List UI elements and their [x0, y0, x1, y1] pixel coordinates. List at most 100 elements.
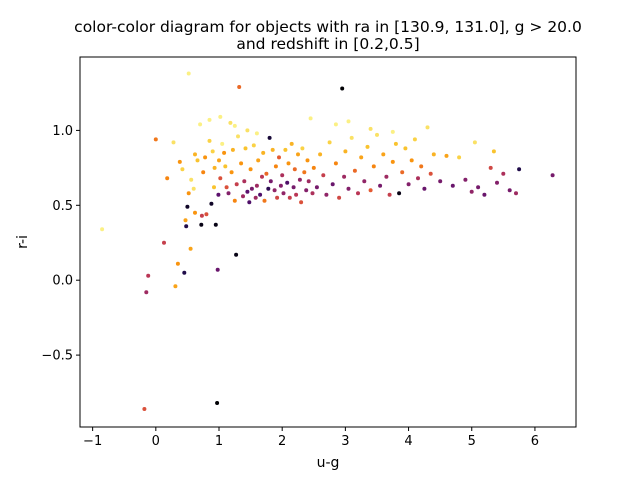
data-point [318, 152, 323, 157]
plot-frame [79, 56, 577, 428]
data-point [438, 179, 443, 184]
data-point [217, 158, 221, 163]
data-point [184, 224, 189, 229]
x-tick-label: 6 [531, 434, 539, 449]
chart-title-line-1: color-color diagram for objects with ra … [74, 18, 582, 36]
data-point [188, 246, 193, 251]
data-point [180, 167, 185, 172]
data-points [100, 71, 555, 411]
data-point [254, 131, 259, 136]
data-point [291, 185, 296, 190]
data-point [216, 192, 221, 197]
data-point [256, 158, 261, 163]
data-point [463, 177, 468, 182]
data-point [327, 140, 332, 145]
data-point [232, 123, 237, 128]
data-point [228, 120, 233, 125]
y-tick-label: −0.5 [41, 349, 73, 364]
data-point [193, 210, 197, 215]
y-axis-label: r-i [15, 235, 31, 249]
y-axis-ticks: −0.5 0.0 0.5 1.0 [41, 124, 80, 364]
data-point [550, 173, 555, 178]
data-point [218, 176, 223, 181]
data-point [476, 185, 481, 190]
data-point [422, 186, 427, 191]
data-point [368, 126, 373, 131]
data-point [300, 146, 305, 151]
data-point [237, 85, 242, 89]
x-tick-label: 3 [341, 434, 349, 449]
data-point [213, 222, 218, 227]
data-point [428, 171, 433, 176]
data-point [375, 132, 379, 137]
data-point [253, 195, 258, 200]
data-point [223, 164, 228, 169]
data-point [234, 182, 239, 187]
x-axis-ticks: −1 0 1 2 3 4 5 6 [83, 427, 539, 449]
data-point [248, 167, 253, 172]
x-tick-label: 4 [404, 434, 412, 449]
data-point [258, 192, 263, 197]
data-point [362, 179, 367, 184]
data-point [365, 144, 370, 149]
data-point [340, 86, 345, 91]
data-point [146, 273, 151, 278]
data-point [280, 173, 285, 178]
data-point [195, 158, 200, 163]
data-point [390, 129, 395, 134]
data-point [171, 140, 176, 145]
x-axis-label: u-g [317, 455, 340, 471]
data-point [239, 161, 244, 166]
data-point [457, 155, 462, 160]
data-point [275, 195, 280, 200]
data-point [299, 200, 304, 205]
data-point [302, 170, 307, 175]
data-point [186, 71, 191, 76]
data-point [177, 159, 182, 164]
data-point [371, 164, 376, 169]
data-point [189, 177, 194, 182]
data-point [324, 192, 329, 197]
data-point [482, 192, 487, 197]
data-point [270, 147, 275, 152]
data-point [306, 179, 311, 184]
data-point [297, 177, 302, 182]
data-point [241, 194, 245, 199]
data-point [210, 149, 215, 154]
data-point [368, 188, 373, 193]
data-point [390, 159, 395, 164]
data-point [215, 267, 220, 272]
data-point [403, 146, 408, 151]
data-point [304, 188, 309, 193]
data-point [232, 198, 237, 203]
data-point [215, 401, 220, 405]
data-point [201, 170, 206, 175]
data-point [207, 138, 212, 143]
data-point [311, 165, 316, 170]
data-point [333, 122, 338, 127]
x-tick-label: −1 [83, 434, 102, 449]
data-point [444, 153, 449, 158]
y-tick-label: 1.0 [52, 124, 73, 139]
data-point [191, 186, 196, 191]
data-point [100, 227, 105, 232]
data-point [514, 191, 518, 196]
data-point [488, 165, 493, 170]
data-point [182, 270, 187, 275]
data-point [393, 141, 398, 146]
data-point [397, 191, 402, 196]
data-point [333, 161, 338, 166]
data-point [273, 164, 278, 169]
data-point [251, 143, 256, 148]
data-point [343, 149, 348, 154]
data-point [234, 252, 239, 257]
data-point [292, 167, 297, 172]
data-point [268, 179, 273, 184]
data-point [287, 195, 292, 200]
data-point [310, 191, 315, 196]
data-point [356, 191, 360, 196]
data-point [212, 165, 217, 170]
data-point [222, 150, 227, 155]
data-point [272, 188, 277, 193]
data-point [387, 192, 392, 197]
